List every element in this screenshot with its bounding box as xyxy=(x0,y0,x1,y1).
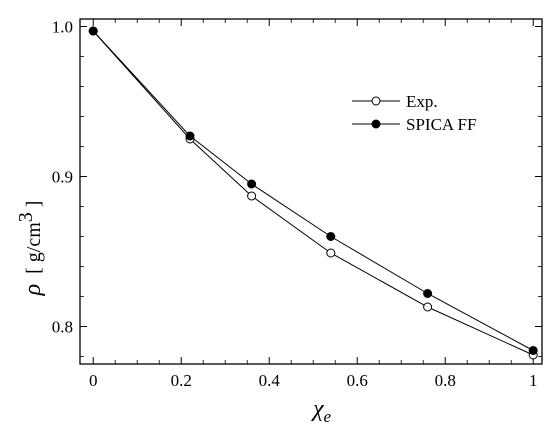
plot-border xyxy=(79,18,543,365)
series-line xyxy=(92,30,534,351)
x-tick-label: 0.2 xyxy=(171,371,192,390)
filled-point xyxy=(247,179,257,189)
y-tick-label: 1.0 xyxy=(52,18,73,37)
series-line xyxy=(92,30,534,356)
legend-label: SPICA FF xyxy=(406,115,476,134)
x-tick-label: 1 xyxy=(529,371,538,390)
open-point xyxy=(247,191,257,201)
y-axis-label-group: ρ[ g/cm3 ] xyxy=(15,201,46,297)
open-point xyxy=(326,248,336,258)
filled-point xyxy=(326,232,336,241)
filled-point xyxy=(185,131,195,141)
x-tick-label: 0.6 xyxy=(347,371,368,390)
plot-frame xyxy=(79,18,543,365)
filled-point xyxy=(528,346,538,355)
legend-item: SPICA FF xyxy=(352,115,476,134)
x-tick-label: 0 xyxy=(89,371,98,390)
x-axis-label: χe xyxy=(311,396,332,426)
y-tick-label: 0.9 xyxy=(52,168,73,187)
y-axis-label: ρ[ g/cm3 ] xyxy=(15,201,46,297)
series-spica-ff xyxy=(88,26,538,355)
series-exp xyxy=(88,26,538,360)
legend-item: Exp. xyxy=(352,92,438,111)
legend-filled-marker xyxy=(371,119,381,129)
legend-open-marker xyxy=(371,96,381,106)
legend: Exp. SPICA FF xyxy=(352,92,476,134)
x-tick-label: 0.4 xyxy=(259,371,281,390)
y-tick-label: 0.8 xyxy=(52,318,73,337)
filled-point xyxy=(423,289,433,298)
series-layer xyxy=(88,26,538,360)
filled-point xyxy=(88,26,98,36)
axis-ticks: 0 0.2 0.4 0.6 0.8 1 0.8 0.9 1.0 xyxy=(52,18,542,390)
open-point xyxy=(423,302,433,312)
x-tick-label: 0.8 xyxy=(435,371,456,390)
legend-label: Exp. xyxy=(406,92,438,111)
